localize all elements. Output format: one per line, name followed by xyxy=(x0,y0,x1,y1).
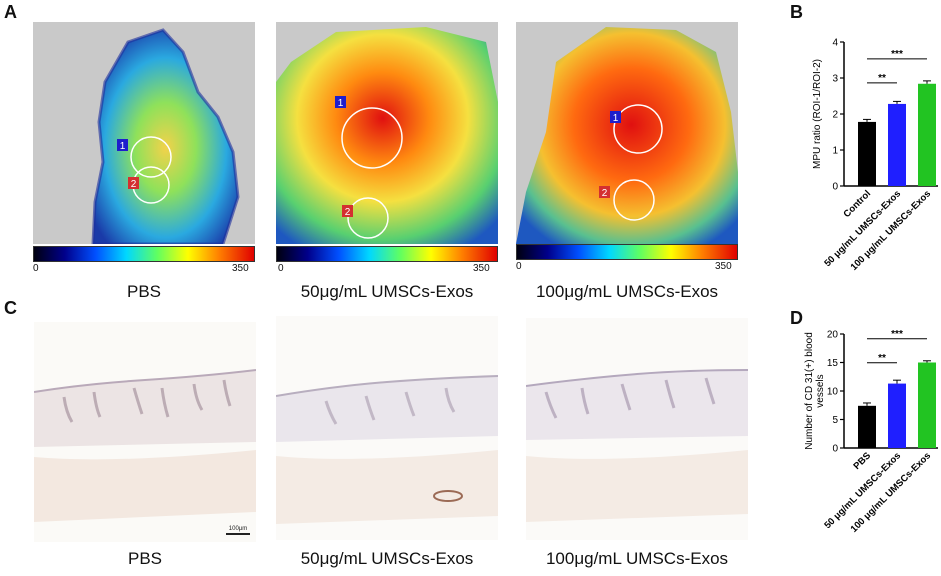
y-tick-label: 2 xyxy=(832,110,838,121)
colorbar-min-100: 0 xyxy=(516,261,522,272)
colorbar-100 xyxy=(516,244,738,260)
roi-1-label: 1 xyxy=(120,141,126,152)
roi-2-label: 2 xyxy=(602,188,608,199)
bar xyxy=(858,405,876,448)
y-tick-label: 15 xyxy=(827,358,839,369)
roi-2-label: 2 xyxy=(131,179,137,190)
caption-c-100: 100μg/mL UMSCs-Exos xyxy=(545,549,729,568)
y-tick-label: 0 xyxy=(832,444,838,455)
colorbar-max-pbs: 350 xyxy=(232,263,249,274)
bar xyxy=(888,383,906,448)
bar xyxy=(858,121,876,186)
panel-letter-a: A xyxy=(4,2,17,22)
roi-2-marker xyxy=(342,205,353,217)
y-axis-label: Number of CD 31(+) blood xyxy=(804,332,815,450)
y-axis-label: MPU ratio (ROI-1/ROI-2) xyxy=(812,59,823,169)
x-tick-label: PBS xyxy=(852,450,874,472)
panel-letter-d: D xyxy=(790,308,803,328)
significance-label: ** xyxy=(878,353,886,364)
bar xyxy=(888,103,906,186)
doppler-image-100: 1 2 xyxy=(516,22,738,244)
histology-image-pbs: 100μm xyxy=(34,322,256,542)
roi-2-marker xyxy=(599,186,610,198)
significance-label: ** xyxy=(878,73,886,84)
significance-label: *** xyxy=(891,49,903,60)
bar xyxy=(918,362,936,448)
colorbar-max-50: 350 xyxy=(473,263,490,274)
colorbar-min-50: 0 xyxy=(278,263,284,274)
roi-1-label: 1 xyxy=(613,113,619,124)
y-tick-label: 3 xyxy=(832,74,838,85)
y-axis-label: vessels xyxy=(815,374,826,407)
histology-image-50 xyxy=(276,316,498,540)
doppler-image-pbs: 1 2 xyxy=(33,22,255,244)
colorbar-max-100: 350 xyxy=(715,261,732,272)
y-tick-label: 1 xyxy=(832,146,838,157)
y-tick-label: 10 xyxy=(827,387,839,398)
histology-image-100 xyxy=(526,318,748,540)
roi-1-marker xyxy=(610,111,621,123)
roi-2-label: 2 xyxy=(345,207,351,218)
panel-letter-c: C xyxy=(4,298,17,318)
y-tick-label: 20 xyxy=(827,330,839,341)
chart-d-cd31-vessels: 0 5 10 15 20 Number of CD 31(+) blood vessels P… xyxy=(804,329,938,535)
caption-c-pbs: PBS xyxy=(127,549,163,568)
y-tick-label: 4 xyxy=(832,38,838,49)
roi-1-label: 1 xyxy=(338,98,344,109)
doppler-image-50: 1 2 xyxy=(276,22,498,244)
roi-1-marker xyxy=(335,96,346,108)
roi-1-marker xyxy=(117,139,128,151)
caption-a-pbs: PBS xyxy=(126,282,162,301)
panel-letter-b: B xyxy=(790,2,803,22)
caption-a-50: 50μg/mL UMSCs-Exos xyxy=(300,282,474,301)
y-tick-label: 0 xyxy=(832,182,838,193)
caption-c-50: 50μg/mL UMSCs-Exos xyxy=(300,549,474,568)
scale-bar-label: 100μm xyxy=(229,526,247,532)
colorbar-50 xyxy=(276,246,498,262)
roi-2-marker xyxy=(128,177,139,189)
bar xyxy=(918,83,936,186)
colorbar-min-pbs: 0 xyxy=(33,263,39,274)
caption-a-100: 100μg/mL UMSCs-Exos xyxy=(535,282,719,301)
significance-label: *** xyxy=(891,329,903,340)
colorbar-pbs xyxy=(33,246,255,262)
y-tick-label: 5 xyxy=(832,415,838,426)
